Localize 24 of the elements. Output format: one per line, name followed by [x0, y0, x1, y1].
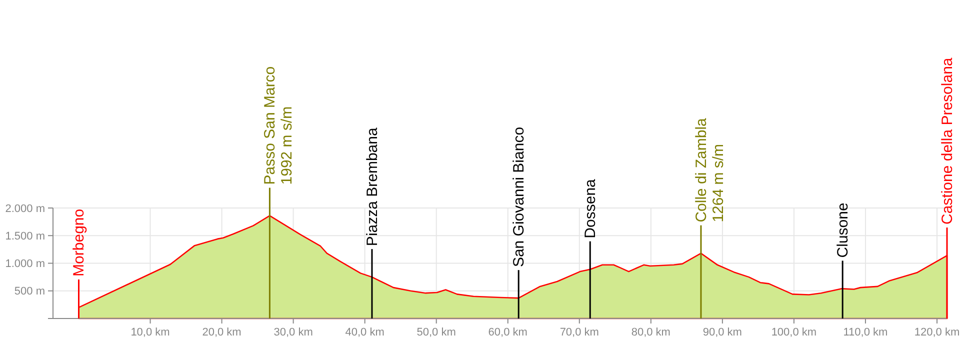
x-tick-label: 50,0 km — [416, 326, 456, 338]
y-tick-label: 1.000 m — [5, 258, 45, 270]
x-tick-label: 110,0 km — [843, 326, 888, 338]
y-tick-label: 500 m — [14, 286, 45, 298]
x-tick-label: 90,0 km — [702, 326, 742, 338]
x-tick-label: 80,0 km — [631, 326, 670, 338]
x-tick-label: 60,0 km — [488, 326, 528, 338]
ref-line-label: Passo San Marco 1992 m s/m — [262, 66, 296, 185]
x-tick-label: 100,0 km — [771, 326, 817, 338]
x-tick-label: 30,0 km — [274, 326, 313, 338]
ref-line-label: Castione della Presolana — [939, 57, 956, 225]
ref-line-label: Colle di Zambla 1264 m s/m — [692, 117, 727, 222]
ref-line-label: San Giovanni Bianco — [510, 126, 528, 268]
x-tick-label: 10,0 km — [130, 326, 170, 338]
ref-line-label: Clusone — [834, 202, 852, 258]
x-tick-label: 120,0 km — [914, 326, 960, 338]
ref-line-label: Morbegno — [70, 208, 88, 276]
y-tick-label: 1.500 m — [5, 230, 45, 242]
x-tick-label: 40,0 km — [345, 326, 384, 338]
x-tick-label: 20,0 km — [202, 326, 242, 338]
ref-line-label: Piazza Brembana — [364, 127, 381, 246]
y-tick-label: 2.000 m — [5, 202, 45, 215]
x-tick-label: 70,0 km — [560, 326, 599, 338]
ref-line-label: Dossena — [582, 178, 600, 238]
